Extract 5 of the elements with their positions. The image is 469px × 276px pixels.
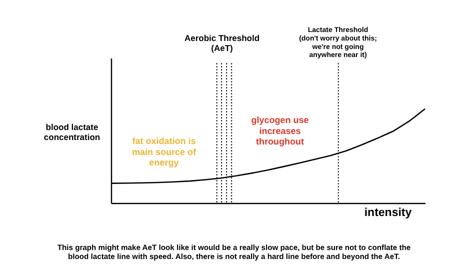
text: Aerobic Threshold (AeT)	[184, 33, 260, 54]
annotation: fat oxidation is main source of energy	[132, 136, 198, 168]
y-axis-title: blood lactate concentration	[44, 122, 100, 142]
annotation: glycogen use increases throughout	[251, 115, 309, 147]
x-axis-title: intensity	[364, 207, 412, 219]
